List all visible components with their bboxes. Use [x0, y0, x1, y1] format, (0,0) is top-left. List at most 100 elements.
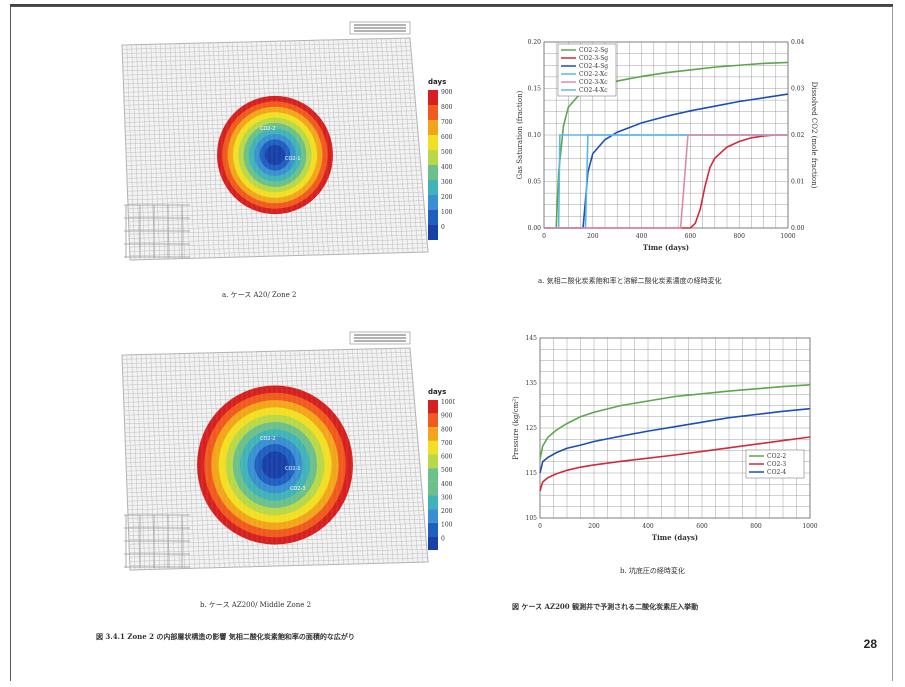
- legend-swatch: [428, 90, 438, 105]
- grid-line-h: [123, 76, 414, 84]
- legend-swatch: [428, 522, 438, 537]
- grid-line-h: [122, 369, 412, 377]
- series-line-co2-4: [539, 407, 811, 474]
- grid-line-h: [122, 373, 413, 382]
- x-tick-label: 600: [685, 233, 697, 240]
- chart-a: 0 200 400 600 800 10000.000.050.100.150.200.0…: [516, 39, 818, 252]
- grid-line-h: [122, 50, 412, 59]
- grid-line-h: [129, 247, 428, 256]
- grid-line-h: [129, 234, 427, 244]
- legend-tick: 900: [441, 413, 453, 420]
- chart-b: 0 200 400 600 800 1000 105 115 125 135 145 Time (da…: [512, 335, 818, 542]
- grid-line-h: [122, 364, 412, 373]
- legend-tick: 700: [441, 119, 453, 126]
- legend-title: days: [428, 388, 446, 396]
- legend-swatch: [428, 440, 438, 455]
- legend-tick: 400: [441, 481, 453, 488]
- grid-line-h: [123, 377, 413, 386]
- x-tick-label: 400: [642, 523, 654, 530]
- series-line-co2-3-sg: [544, 134, 788, 229]
- x-tick-label: 1000: [802, 523, 817, 530]
- chart-b-caption: b. 坑底圧の経時変化: [620, 567, 685, 575]
- grid-line-h: [128, 217, 426, 226]
- grid-line-h: [129, 251, 429, 261]
- x-axis-label: Time (days): [652, 533, 698, 542]
- grid-line-h: [128, 213, 425, 222]
- y-tick-label: 145: [526, 335, 538, 342]
- grid-line-h: [123, 67, 413, 76]
- grid-line-h: [121, 347, 411, 356]
- legend-tick: 1000: [441, 399, 455, 406]
- legend-entry: CO2-3: [767, 461, 786, 468]
- grid-line-h: [128, 221, 426, 231]
- slide-top-border: [10, 4, 893, 7]
- y-axis-label: Pressure (kg/cm²): [512, 396, 520, 460]
- well-label: CO2-3: [290, 486, 306, 492]
- well-label: CO2-2: [260, 436, 276, 442]
- map-a-figure: CO2-2 CO2-1 days 900 800 700 600 500 400 300 200 10…: [121, 21, 453, 261]
- y2-tick-label: 0.02: [791, 132, 805, 139]
- y-tick-label: 115: [526, 470, 538, 477]
- grid-line-h: [123, 89, 415, 97]
- map-b-figure: CO2-2CO2-1CO2-3days100090080070060050040…: [121, 331, 456, 571]
- legend-swatch: [428, 427, 438, 441]
- well-label: CO2-1: [285, 156, 301, 162]
- grid-line-h: [122, 42, 411, 50]
- left-figure-caption: 図 3.4.1 Zone 2 の内部層状構造の影響 気相二酸化炭素飽和率の面積的…: [96, 632, 355, 641]
- x-tick-label: 200: [588, 523, 600, 530]
- grid-line-h: [122, 352, 411, 360]
- grid-line-h: [122, 59, 412, 67]
- legend-tick: 800: [441, 426, 453, 433]
- legend-swatch: [428, 105, 438, 120]
- x-tick-label: 1000: [780, 233, 795, 240]
- grid-line-h: [122, 46, 411, 54]
- y-tick-label: 0.00: [528, 225, 542, 232]
- y2-tick-label: 0.01: [791, 179, 804, 186]
- legend-tick: 300: [441, 179, 453, 186]
- cell-overlay: [216, 97, 333, 213]
- legend-tick: 700: [441, 440, 453, 447]
- page-number: 28: [863, 637, 877, 651]
- legend-swatch: [428, 165, 438, 180]
- grid-line-h: [122, 63, 413, 72]
- chart-a-caption: a. 気相二酸化炭素飽和率と溶解二酸化炭素濃度の経時変化: [538, 277, 722, 285]
- legend-tick: 600: [441, 134, 453, 141]
- x-tick-label: 600: [696, 523, 708, 530]
- grid-line-h: [129, 243, 428, 252]
- right-figure-caption: 図 ケース AZ200 観測井で予測される二酸化炭素圧入挙動: [512, 602, 699, 611]
- legend-tick: 500: [441, 467, 453, 474]
- grid-line-h: [122, 360, 412, 369]
- legend-swatch: [428, 413, 438, 428]
- legend-entry: CO2-4-Xc: [579, 87, 608, 94]
- legend-swatch: [428, 536, 438, 550]
- legend-tick: 300: [441, 494, 453, 501]
- series-line-co2-3-xc: [544, 134, 788, 229]
- grid-line-h: [129, 230, 427, 239]
- x-tick-label: 0: [542, 233, 546, 240]
- grid-line-h: [123, 71, 413, 80]
- grid-line-h: [129, 557, 428, 566]
- legend-swatch: [428, 509, 438, 523]
- legend-swatch: [428, 400, 438, 414]
- grid-line-h: [123, 84, 414, 93]
- contour-ring-9: [265, 144, 285, 166]
- y-tick-label: 135: [526, 380, 538, 387]
- legend-tick: 0: [441, 535, 445, 542]
- legend-swatch: [428, 195, 438, 210]
- grid-line-h: [129, 561, 429, 571]
- legend-swatch: [428, 481, 438, 496]
- legend-swatch: [428, 180, 438, 195]
- y-tick-label: 125: [526, 425, 538, 432]
- y-axis-label: Gas Saturation (fraction): [516, 90, 524, 179]
- x-tick-label: 0: [538, 523, 542, 530]
- legend-tick: 400: [441, 164, 453, 171]
- contour-ring-9: [261, 451, 289, 479]
- legend-swatch: [428, 495, 438, 510]
- legend-entry: CO2-4-Sg: [579, 63, 608, 70]
- legend-swatch: [428, 468, 438, 482]
- legend-entry: CO2-2-Sg: [579, 47, 608, 54]
- legend-swatch: [428, 225, 438, 240]
- legend-swatch: [428, 210, 438, 225]
- y-tick-label: 0.10: [528, 132, 542, 139]
- legend-entry: CO2-2-Xc: [579, 71, 608, 78]
